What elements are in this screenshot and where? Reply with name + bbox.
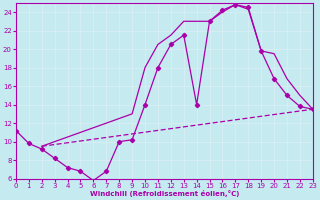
X-axis label: Windchill (Refroidissement éolien,°C): Windchill (Refroidissement éolien,°C): [90, 190, 239, 197]
